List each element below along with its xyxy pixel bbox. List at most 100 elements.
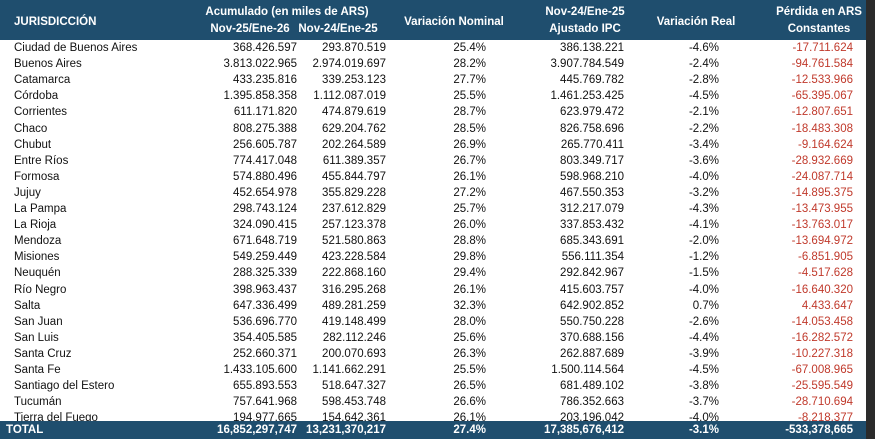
- cell-value: -12.807.651: [791, 106, 853, 119]
- cell-value: 521.580.863: [322, 235, 386, 248]
- province-name: Buenos Aires: [14, 58, 82, 71]
- province-name: Corrientes: [14, 106, 68, 119]
- cell-value: 518.647.327: [322, 380, 386, 393]
- cell-value: 757.641.968: [233, 396, 297, 409]
- cell-value: 27.2%: [453, 186, 486, 199]
- cell-value: 32.3%: [453, 299, 486, 312]
- cell-value: 28.0%: [453, 315, 486, 328]
- cell-value: 370.688.156: [560, 331, 624, 344]
- cell-value: 355.829.228: [322, 186, 386, 199]
- cell-value: 419.148.499: [322, 315, 386, 328]
- cell-value: 445.769.782: [560, 74, 624, 87]
- total-value: 16,852,297,747: [217, 424, 297, 436]
- cell-value: 826.758.696: [560, 122, 624, 135]
- cell-value: 415.603.757: [560, 283, 624, 296]
- cell-value: -2.6%: [688, 315, 719, 328]
- cell-value: -28.932.669: [791, 154, 853, 167]
- cell-value: 202.264.589: [322, 138, 386, 151]
- cell-value: 433.235.816: [233, 74, 297, 87]
- province-name: San Juan: [14, 315, 63, 328]
- cell-value: -65.395.067: [791, 90, 853, 103]
- province-name: Jujuy: [14, 186, 41, 199]
- cell-value: -12.533.966: [791, 74, 853, 87]
- cell-value: 26.3%: [453, 347, 486, 360]
- cell-value: -1.5%: [688, 267, 719, 280]
- cell-value: 3.813.022.965: [223, 58, 297, 71]
- cell-value: 1.500.114.564: [551, 364, 624, 376]
- cell-value: -4.0%: [688, 283, 719, 296]
- cell-value: 550.750.228: [560, 315, 624, 328]
- cell-value: -3.8%: [688, 380, 719, 393]
- cell-value: -4.4%: [688, 331, 719, 344]
- cell-value: -28.710.694: [791, 396, 853, 409]
- province-name: Salta: [14, 299, 41, 312]
- province-name: La Rioja: [14, 219, 57, 232]
- cell-value: 29.8%: [453, 251, 486, 264]
- cell-value: 222.868.160: [322, 267, 386, 280]
- cell-value: -16.640.320: [791, 283, 853, 296]
- cell-value: 26.0%: [453, 219, 486, 232]
- province-name: Santa Cruz: [14, 347, 72, 360]
- province-name: La Pampa: [14, 203, 67, 215]
- cell-value: 685.343.691: [560, 235, 624, 248]
- cell-value: 398.963.437: [233, 283, 297, 296]
- column-header: Variación Real: [656, 16, 736, 28]
- cell-value: -10.227.318: [791, 347, 853, 360]
- cell-value: 28.2%: [453, 58, 486, 71]
- cell-value: 467.550.353: [560, 186, 624, 199]
- cell-value: 26.9%: [453, 138, 486, 151]
- cell-value: 354.405.585: [233, 331, 297, 344]
- cell-value: -4.0%: [688, 170, 719, 183]
- cell-value: 282.112.246: [322, 331, 386, 344]
- cell-value: 26.1%: [453, 283, 486, 296]
- cell-value: 200.070.693: [322, 347, 386, 360]
- cell-value: 536.696.770: [233, 315, 297, 328]
- province-name: Chubut: [14, 138, 52, 151]
- cell-value: 598.453.748: [322, 396, 386, 409]
- cell-value: -3.9%: [688, 347, 719, 360]
- cell-value: 337.853.432: [560, 219, 624, 232]
- cell-value: 655.893.553: [233, 380, 297, 393]
- cell-value: 339.253.123: [322, 74, 386, 87]
- province-name: San Luis: [14, 331, 59, 344]
- cell-value: 629.204.762: [322, 122, 386, 135]
- column-header: Nov-24/Ene-25: [545, 6, 625, 18]
- cell-value: 256.605.787: [233, 138, 297, 151]
- header-band: [0, 0, 866, 40]
- total-label: TOTAL: [6, 424, 44, 436]
- cell-value: 298.743.124: [233, 203, 297, 215]
- cell-value: -2.2%: [688, 122, 719, 135]
- cell-value: -4.1%: [688, 219, 719, 232]
- cell-value: 26.5%: [453, 380, 486, 393]
- cell-value: 25.7%: [453, 203, 486, 215]
- cell-value: -9.164.624: [798, 138, 853, 151]
- cell-value: 265.770.411: [560, 138, 624, 151]
- cell-value: -3.4%: [688, 138, 719, 151]
- cell-value: 452.654.978: [233, 186, 297, 199]
- cell-value: 25.5%: [453, 364, 486, 376]
- cell-value: 28.5%: [453, 122, 486, 135]
- cell-value: 1.141.662.291: [312, 364, 386, 376]
- cell-value: 262.887.689: [560, 347, 624, 360]
- cell-value: 681.489.102: [560, 380, 624, 393]
- province-name: Misiones: [14, 251, 60, 264]
- column-header: JURISDICCIÓN: [14, 16, 97, 28]
- cell-value: 316.295.268: [322, 283, 386, 296]
- province-name: Santa Fe: [14, 364, 61, 376]
- cell-value: 28.8%: [453, 235, 486, 248]
- cell-value: 808.275.388: [233, 122, 297, 135]
- cell-value: 26.7%: [453, 154, 486, 167]
- cell-value: 556.111.354: [561, 251, 624, 264]
- total-value: -3.1%: [688, 424, 719, 436]
- cell-value: -2.0%: [688, 235, 719, 248]
- province-name: Santiago del Estero: [14, 380, 115, 393]
- cell-value: -13.694.972: [791, 235, 853, 248]
- cell-value: 29.4%: [453, 267, 486, 280]
- total-band: [0, 421, 866, 439]
- cell-value: 1.461.253.425: [550, 90, 624, 103]
- cell-value: -94.761.584: [791, 58, 853, 71]
- group-header: Acumulado (en miles de ARS): [205, 6, 369, 18]
- cell-value: -4.5%: [688, 90, 719, 103]
- cell-value: -4.5%: [688, 364, 719, 376]
- cell-value: 292.842.967: [560, 267, 624, 280]
